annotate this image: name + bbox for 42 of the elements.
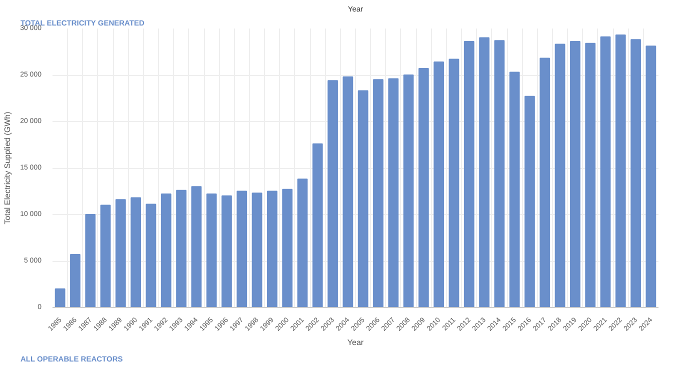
bar [191,186,202,308]
bar [585,42,596,308]
bar [115,199,126,308]
bar [434,61,444,308]
bar [524,96,535,308]
x-axis-title: Year [347,338,364,348]
bar [509,72,520,308]
bar [146,204,156,308]
bar [358,90,368,308]
bar [328,80,338,308]
bar [160,194,172,308]
bar [388,78,399,308]
bar [222,195,232,308]
bar [297,178,308,308]
bar [100,204,111,308]
bar [494,40,505,308]
bar [252,192,262,308]
bar [312,143,323,308]
bar [266,190,278,308]
bar [236,190,248,308]
bar [85,214,96,308]
bar [464,41,474,308]
bar [54,288,66,308]
bar [70,254,80,308]
bar [373,79,384,308]
bar [418,68,429,308]
bar [282,188,293,308]
y-axis-title: Total Electricity Supplied (GWh) [3,111,12,224]
bar [403,74,414,308]
bar [615,34,626,308]
bar [342,76,354,308]
bar [206,194,217,308]
bar [130,197,142,308]
bar [570,41,580,308]
bar [600,36,611,308]
bar [448,58,460,308]
bar [554,44,566,308]
bar [479,37,490,308]
bar [630,39,641,308]
bar [646,46,656,308]
bar [176,190,186,308]
bar [540,58,550,308]
